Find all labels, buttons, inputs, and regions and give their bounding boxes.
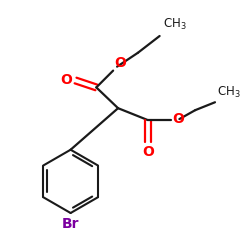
Text: Br: Br	[62, 217, 79, 231]
Text: O: O	[61, 72, 72, 86]
Text: CH$_3$: CH$_3$	[162, 17, 186, 32]
Text: O: O	[142, 145, 154, 159]
Text: O: O	[114, 56, 126, 70]
Text: CH$_3$: CH$_3$	[217, 85, 241, 100]
Text: O: O	[172, 112, 184, 126]
